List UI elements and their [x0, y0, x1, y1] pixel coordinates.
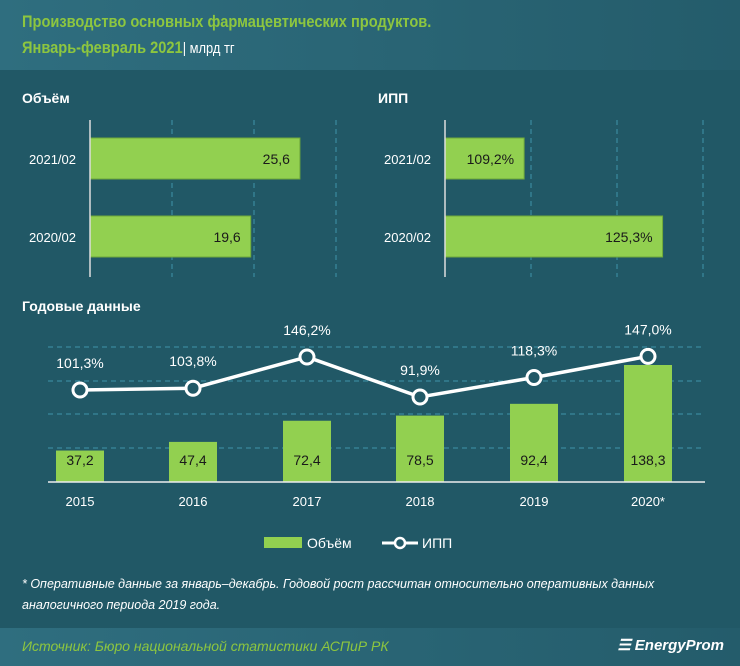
ipp-point-label: 91,9% — [400, 362, 440, 378]
annual-bar-label: 47,4 — [179, 452, 206, 468]
ipp-bar — [444, 215, 664, 258]
annual-bar — [283, 420, 331, 482]
annual-bar-label: 92,4 — [520, 452, 547, 468]
ipp-point-label: 146,2% — [283, 322, 330, 338]
annual-bar-label: 78,5 — [406, 452, 433, 468]
volume-category-label: 2021/02 — [29, 152, 76, 167]
ipp-point — [298, 348, 316, 366]
annual-bar-label: 37,2 — [66, 452, 93, 468]
annual-category-label: 2016 — [179, 494, 208, 509]
annual-title: Годовые данные — [22, 298, 141, 314]
annual-bar-label: 72,4 — [293, 452, 320, 468]
volume-bar — [89, 215, 252, 258]
ipp-point — [639, 347, 657, 365]
legend-ipp-marker — [393, 536, 407, 550]
annual-bar — [169, 441, 217, 482]
header: Производство основных фармацевтических п… — [0, 0, 740, 70]
title-unit: | млрд тг — [182, 40, 235, 57]
footnote: * Оперативные данные за январь–декабрь. … — [22, 577, 655, 612]
annual-category-label: 2015 — [66, 494, 95, 509]
annual-bar — [510, 403, 558, 482]
legend-volume-swatch — [264, 537, 302, 548]
source: Источник: Бюро национальной статистики А… — [22, 638, 389, 654]
title-line2: Январь-февраль 2021| млрд тг — [22, 38, 235, 58]
ipp-point-label: 103,8% — [169, 353, 216, 369]
ipp-bar-label: 125,3% — [605, 229, 652, 245]
source-bar: Источник: Бюро национальной статистики А… — [0, 628, 740, 666]
legend-ipp-label: ИПП — [422, 535, 452, 551]
annual-bar — [624, 364, 672, 482]
annual-bar — [396, 415, 444, 482]
ipp-point — [411, 388, 429, 406]
legend-volume-label: Объём — [307, 535, 352, 551]
ipp-title: ИПП — [378, 90, 409, 106]
ipp-point — [71, 381, 89, 399]
annual-category-label: 2020* — [631, 494, 665, 509]
ipp-category-label: 2021/02 — [384, 152, 431, 167]
annual-category-label: 2019 — [520, 494, 549, 509]
title-period: Январь-февраль 2021 — [22, 38, 183, 57]
annual-bar — [56, 450, 104, 482]
ipp-category-label: 2020/02 — [384, 230, 431, 245]
logo-text: EnergyProm — [634, 636, 724, 654]
annual-category-label: 2017 — [293, 494, 322, 509]
ipp-point — [525, 369, 543, 387]
volume-title: Объём — [22, 90, 70, 106]
logo: ☰ EnergyProm — [617, 636, 724, 655]
ipp-point — [184, 379, 202, 397]
ipp-point-label: 118,3% — [511, 343, 557, 359]
annual-bar-label: 138,3 — [630, 452, 665, 468]
ipp-bar-label: 109,2% — [467, 151, 514, 167]
ipp-line — [79, 354, 649, 399]
volume-category-label: 2020/02 — [29, 230, 76, 245]
annual-category-label: 2018 — [406, 494, 435, 509]
volume-bar — [89, 137, 301, 180]
volume-bar-label: 19,6 — [213, 229, 240, 245]
logo-icon: ☰ — [617, 637, 631, 654]
ipp-point-label: 101,3% — [56, 355, 103, 371]
volume-bar-label: 25,6 — [263, 151, 290, 167]
ipp-bar — [444, 137, 525, 180]
ipp-point-label: 147,0% — [624, 321, 671, 337]
title-line1: Производство основных фармацевтических п… — [22, 12, 432, 31]
